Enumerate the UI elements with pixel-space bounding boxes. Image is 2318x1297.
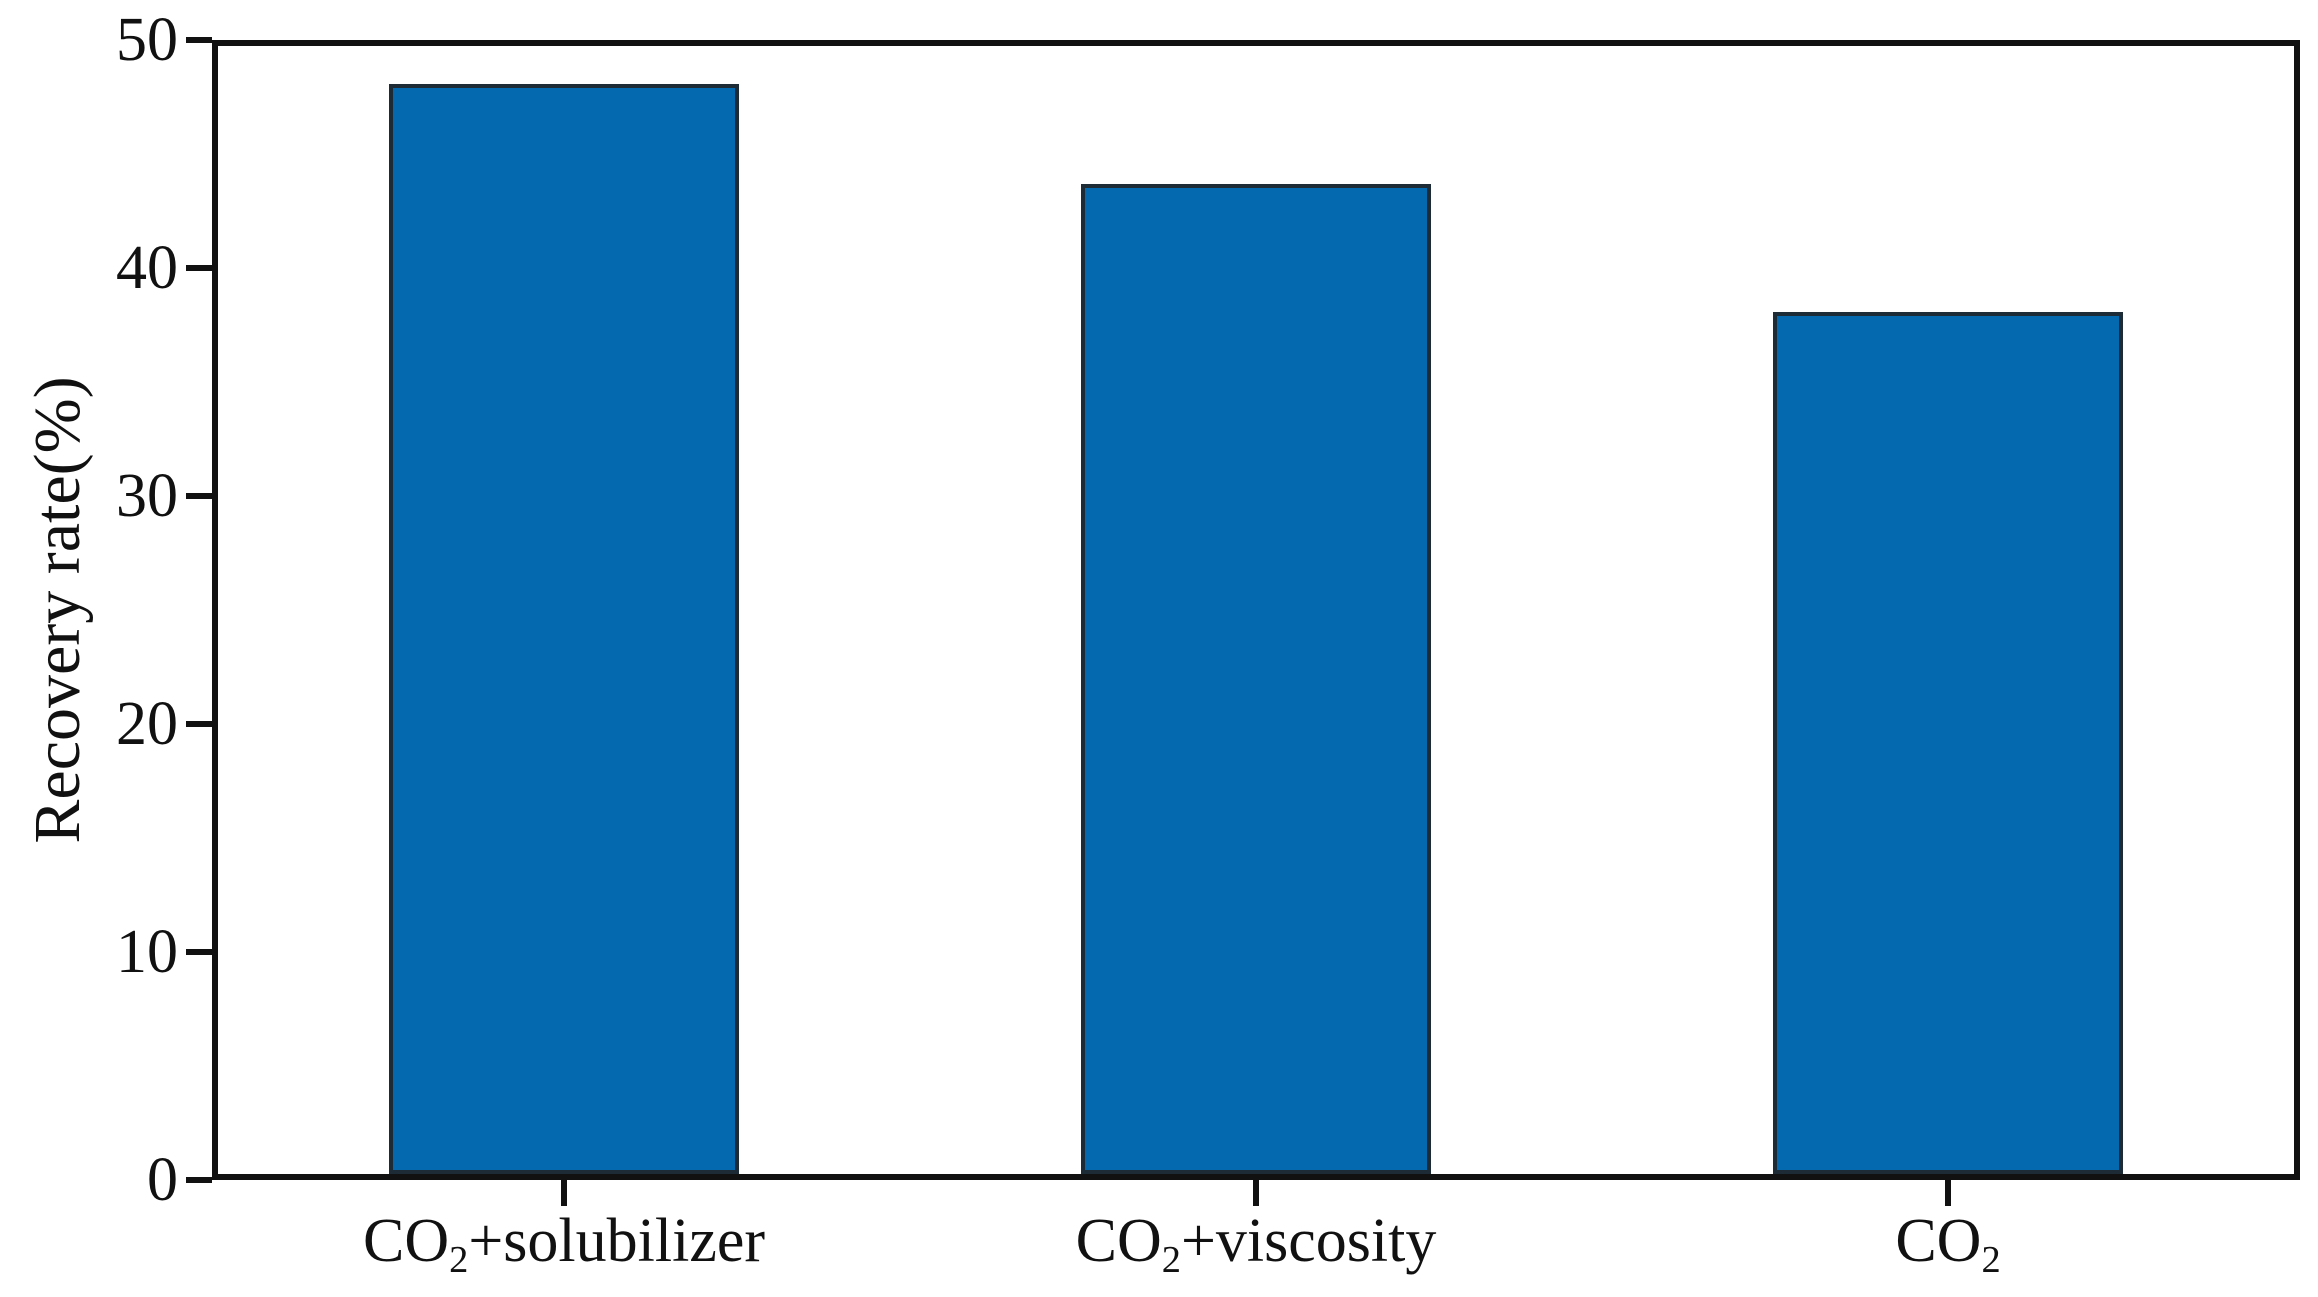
label-text: +viscosity xyxy=(1180,1207,1437,1275)
y-tick-mark xyxy=(186,1177,212,1183)
label-text: CO xyxy=(1895,1207,1982,1275)
subscript-text: 2 xyxy=(449,1238,469,1281)
y-tick-mark xyxy=(186,493,212,499)
y-tick-mark xyxy=(186,949,212,955)
y-tick-mark xyxy=(186,721,212,727)
y-tick-label: 50 xyxy=(116,6,178,74)
y-tick-label: 40 xyxy=(116,234,178,302)
x-tick-label: CO2 xyxy=(1548,1206,2318,1281)
y-tick-label: 0 xyxy=(147,1146,178,1214)
y-axis-title: Recovery rate(%) xyxy=(21,376,94,844)
y-tick-label: 20 xyxy=(116,690,178,758)
x-tick-mark xyxy=(1945,1180,1951,1206)
y-tick-label: 30 xyxy=(116,462,178,530)
x-tick-mark xyxy=(561,1180,567,1206)
x-tick-mark xyxy=(1253,1180,1259,1206)
plot-area xyxy=(212,40,2300,1180)
subscript-text: 2 xyxy=(1161,1238,1181,1281)
bar-CO2+solubilizer xyxy=(389,84,739,1174)
y-tick-label: 10 xyxy=(116,918,178,986)
y-tick-mark xyxy=(186,37,212,43)
bar-CO2+viscosity xyxy=(1081,184,1431,1174)
label-text: CO xyxy=(1075,1207,1162,1275)
x-tick-label: CO2+viscosity xyxy=(856,1206,1656,1281)
y-tick-mark xyxy=(186,265,212,271)
label-text: +solubilizer xyxy=(468,1207,766,1275)
label-text: CO xyxy=(362,1207,450,1275)
x-tick-label: CO2+solubilizer xyxy=(164,1206,964,1281)
bar-CO2 xyxy=(1773,312,2123,1174)
subscript-text: 2 xyxy=(1981,1238,2001,1281)
